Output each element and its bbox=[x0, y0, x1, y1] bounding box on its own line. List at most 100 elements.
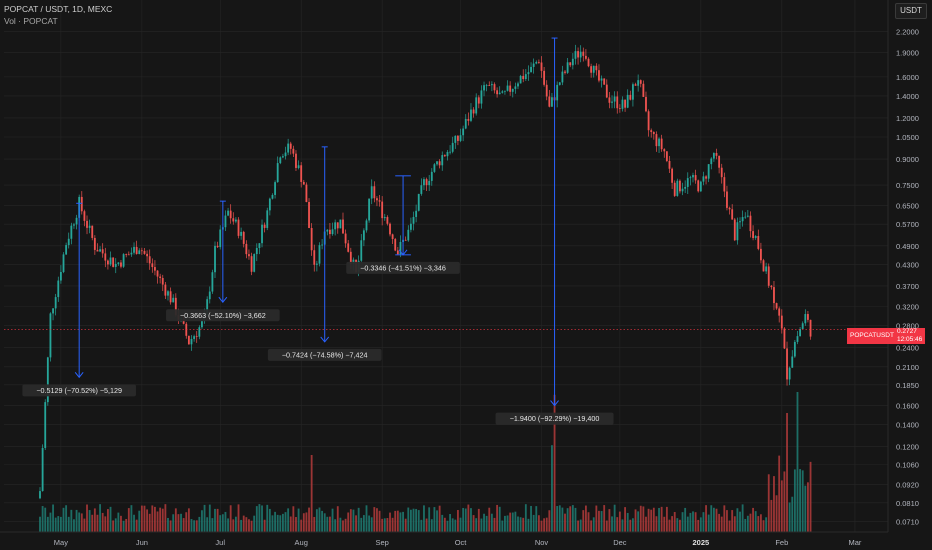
volume-bar bbox=[65, 505, 68, 532]
candle-body bbox=[423, 179, 425, 186]
candle-body bbox=[206, 299, 209, 316]
volume-bar bbox=[378, 510, 381, 532]
volume-bar bbox=[689, 512, 692, 532]
volume-bar bbox=[793, 469, 796, 532]
price-tick-label: 0.5700 bbox=[896, 220, 919, 229]
candle-body bbox=[535, 61, 538, 64]
candle-body bbox=[668, 160, 671, 169]
candle-body bbox=[193, 336, 196, 339]
volume-bar bbox=[376, 508, 378, 532]
candle-body bbox=[451, 142, 454, 152]
volume-bar bbox=[381, 518, 384, 532]
candle-body bbox=[201, 320, 203, 328]
volume-bar bbox=[731, 510, 734, 532]
volume-bar bbox=[151, 505, 154, 532]
measure-label: −0.3663 (−52.10%) −3,662 bbox=[180, 311, 266, 320]
volume-bar bbox=[315, 509, 318, 532]
candle-body bbox=[52, 308, 54, 314]
candle-body bbox=[342, 219, 344, 234]
candle-body bbox=[164, 284, 167, 296]
candle-body bbox=[679, 180, 681, 192]
candle-body bbox=[240, 231, 243, 236]
time-tick-label: Oct bbox=[455, 538, 468, 547]
candle-body bbox=[91, 225, 94, 238]
measure-label: −0.5129 (−70.52%) −5,129 bbox=[36, 386, 122, 395]
volume-bar bbox=[41, 506, 44, 532]
candle-body bbox=[752, 231, 754, 239]
symbol-label: POPCATUSDT bbox=[850, 332, 894, 339]
volume-bar bbox=[195, 520, 198, 532]
volume-bar bbox=[370, 517, 373, 532]
volume-bar bbox=[70, 509, 73, 532]
volume-bar bbox=[386, 518, 389, 532]
candle-body bbox=[140, 250, 143, 252]
volume-bar bbox=[412, 508, 415, 532]
volume-bar bbox=[595, 505, 598, 532]
price-axis[interactable]: 2.2000 1.9000 1.6000 1.4000 1.2000 1.0500 0.90… bbox=[887, 0, 919, 532]
volume-bar bbox=[791, 496, 794, 532]
currency-button[interactable]: USDT bbox=[895, 3, 927, 19]
candle-body bbox=[80, 196, 83, 212]
candle-body bbox=[496, 90, 499, 95]
candle-body bbox=[446, 151, 449, 157]
candle-body bbox=[483, 85, 485, 91]
candlestick-series bbox=[39, 44, 812, 500]
time-axis[interactable]: May Jun Jul Aug Sep Oct Nov Dec 2025 Feb Mar bbox=[0, 531, 888, 547]
candle-body bbox=[344, 233, 347, 244]
volume-bar bbox=[467, 504, 470, 532]
volume-bar bbox=[637, 511, 640, 532]
volume-bar bbox=[362, 515, 365, 532]
volume-bar bbox=[201, 510, 203, 532]
volume-bar bbox=[642, 506, 645, 532]
volume-bar bbox=[88, 510, 91, 532]
volume-bar bbox=[62, 507, 65, 532]
last-price-value: 0.2727 bbox=[896, 328, 917, 335]
volume-bar bbox=[146, 509, 149, 532]
candle-body bbox=[227, 210, 229, 216]
volume-bar bbox=[203, 504, 206, 532]
candle-body bbox=[295, 153, 297, 168]
candle-body bbox=[57, 280, 60, 298]
time-tick-label: Feb bbox=[775, 538, 788, 547]
volume-bar bbox=[206, 517, 209, 532]
volume-bar bbox=[143, 505, 146, 532]
price-tick-label: 0.2800 bbox=[896, 322, 919, 331]
candle-body bbox=[603, 78, 606, 85]
volume-bar bbox=[801, 470, 804, 532]
candle-body bbox=[517, 83, 519, 87]
candle-body bbox=[130, 252, 133, 255]
candle-body bbox=[739, 221, 741, 223]
volume-bar bbox=[668, 519, 671, 532]
volume-bar bbox=[663, 516, 666, 532]
candle-body bbox=[665, 151, 668, 161]
candle-body bbox=[430, 171, 433, 181]
candle-body bbox=[524, 74, 527, 80]
volume-bar bbox=[490, 513, 493, 532]
candle-body bbox=[699, 181, 702, 192]
volume-bar bbox=[543, 518, 546, 532]
volume-bar bbox=[130, 505, 133, 532]
volume-bar bbox=[446, 520, 449, 532]
volume-bar bbox=[368, 515, 371, 532]
candle-body bbox=[736, 222, 739, 241]
volume-bar bbox=[511, 512, 514, 532]
volume-bar bbox=[227, 518, 229, 532]
candle-body bbox=[417, 193, 420, 211]
volume-bar bbox=[718, 513, 721, 532]
candle-body bbox=[754, 236, 757, 239]
candle-body bbox=[778, 308, 781, 316]
volume-bar bbox=[464, 508, 467, 532]
volume-bar bbox=[420, 519, 423, 532]
candle-body bbox=[741, 217, 744, 222]
candle-body bbox=[409, 223, 412, 230]
volume-bar bbox=[527, 518, 530, 532]
candle-body bbox=[801, 323, 804, 330]
volume-bar bbox=[551, 445, 553, 532]
volume-bar bbox=[493, 517, 496, 532]
volume-bar bbox=[621, 519, 624, 532]
time-tick-label: Mar bbox=[848, 538, 861, 547]
candle-body bbox=[639, 80, 642, 84]
volume-bar bbox=[728, 520, 731, 532]
candle-body bbox=[673, 182, 676, 196]
